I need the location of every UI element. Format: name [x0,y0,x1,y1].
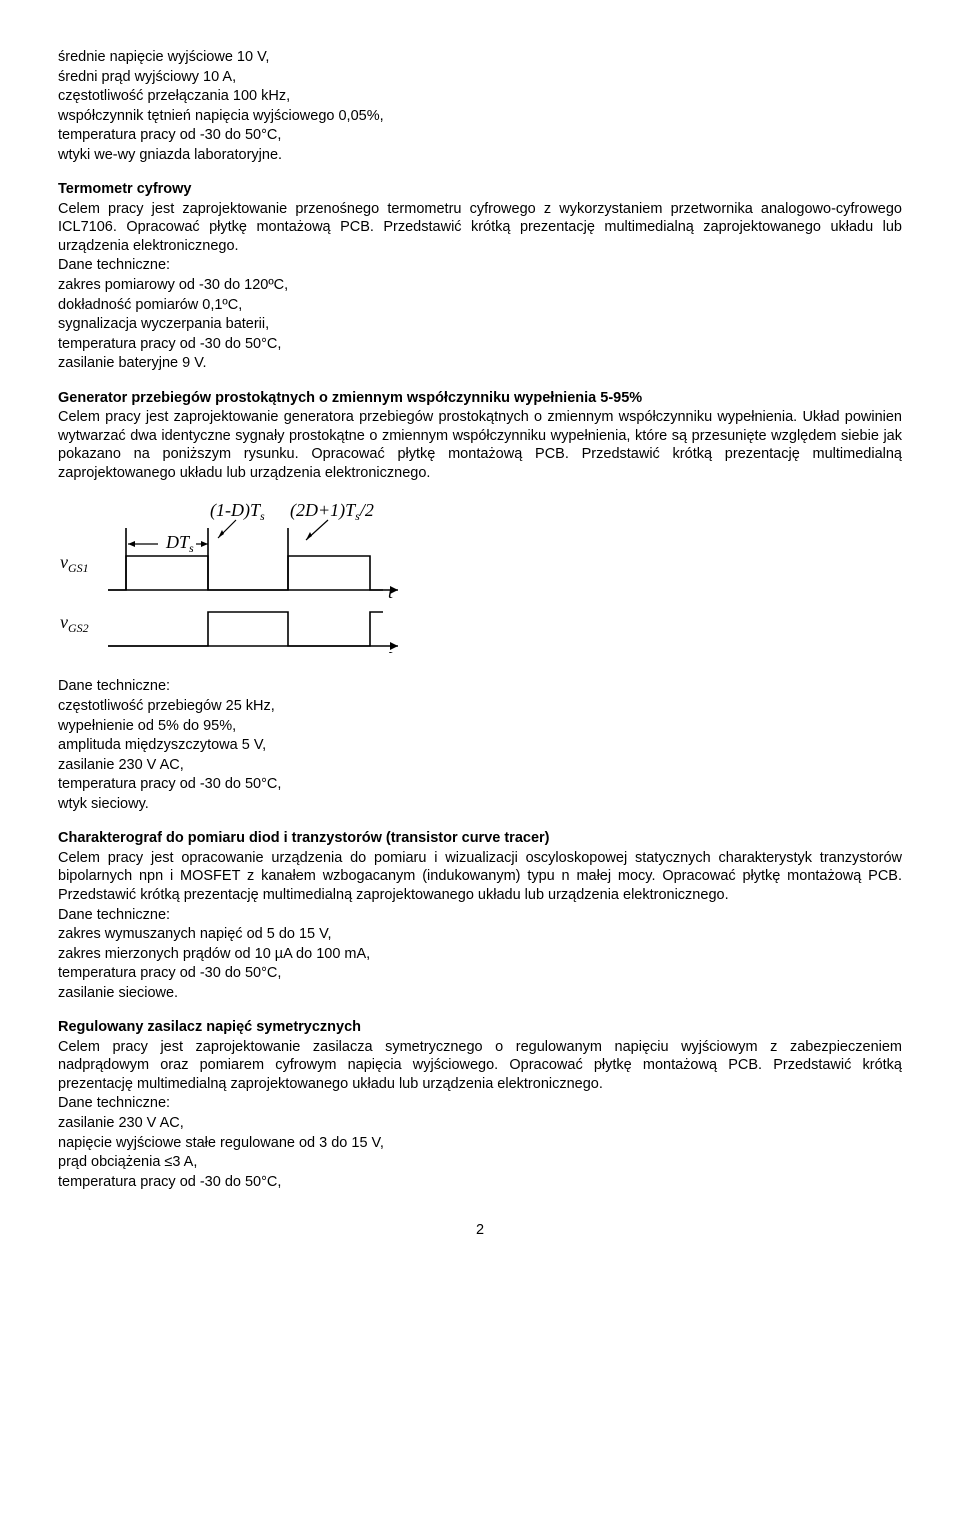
section-body: Celem pracy jest zaprojektowanie zasilac… [58,1038,902,1094]
spec-line: prąd obciążenia ≤3 A, [58,1153,902,1172]
spec-line: sygnalizacja wyczerpania baterii, [58,315,902,334]
spec-line: zasilanie 230 V AC, [58,1114,902,1133]
data-label: Dane techniczne: [58,677,902,696]
spec-line: zakres pomiarowy od -30 do 120ºC, [58,276,902,295]
spec-line: średni prąd wyjściowy 10 A, [58,68,902,87]
section-title: Charakterograf do pomiaru diod i tranzys… [58,829,902,848]
timing-diagram: (1-D)Ts (2D+1)Ts/2 DTs vGS1 vGS2 t t [58,498,902,663]
spec-line: zasilanie sieciowe. [58,984,902,1003]
section-title: Termometr cyfrowy [58,180,902,199]
data-label: Dane techniczne: [58,256,902,275]
spec-line: wtyk sieciowy. [58,795,902,814]
data-label: Dane techniczne: [58,906,902,925]
spec-line: częstotliwość przebiegów 25 kHz, [58,697,902,716]
section-charakterograf: Charakterograf do pomiaru diod i tranzys… [58,829,902,1002]
page-number: 2 [58,1221,902,1240]
svg-text:(1-D)Ts: (1-D)Ts [210,500,265,523]
spec-line: wtyki we-wy gniazda laboratoryjne. [58,146,902,165]
spec-block-continuation: średnie napięcie wyjściowe 10 V, średni … [58,48,902,164]
svg-text:DTs: DTs [165,532,194,555]
timing-diagram-svg: (1-D)Ts (2D+1)Ts/2 DTs vGS1 vGS2 t t [58,498,418,663]
spec-line: zakres wymuszanych napięć od 5 do 15 V, [58,925,902,944]
spec-line: amplituda międzyszczytowa 5 V, [58,736,902,755]
section-body: Celem pracy jest opracowanie urządzenia … [58,849,902,905]
spec-line: zakres mierzonych prądów od 10 µA do 100… [58,945,902,964]
spec-line: średnie napięcie wyjściowe 10 V, [58,48,902,67]
spec-line: napięcie wyjściowe stałe regulowane od 3… [58,1134,902,1153]
spec-line: temperatura pracy od -30 do 50°C, [58,1173,902,1192]
spec-line: wypełnienie od 5% do 95%, [58,717,902,736]
svg-text:vGS1: vGS1 [60,552,89,575]
svg-text:vGS2: vGS2 [60,612,89,635]
spec-line: temperatura pracy od -30 do 50°C, [58,335,902,354]
spec-line: zasilanie 230 V AC, [58,756,902,775]
spec-line: temperatura pracy od -30 do 50°C, [58,126,902,145]
section-title: Regulowany zasilacz napięć symetrycznych [58,1018,902,1037]
svg-text:(2D+1)Ts/2: (2D+1)Ts/2 [290,500,374,523]
data-label: Dane techniczne: [58,1094,902,1113]
spec-line: zasilanie bateryjne 9 V. [58,354,902,373]
section-body: Celem pracy jest zaprojektowanie generat… [58,408,902,482]
section-zasilacz: Regulowany zasilacz napięć symetrycznych… [58,1018,902,1191]
spec-line: temperatura pracy od -30 do 50°C, [58,964,902,983]
spec-line: współczynnik tętnień napięcia wyjścioweg… [58,107,902,126]
spec-block-generator: Dane techniczne: częstotliwość przebiegó… [58,677,902,813]
section-termometr: Termometr cyfrowy Celem pracy jest zapro… [58,180,902,372]
spec-line: częstotliwość przełączania 100 kHz, [58,87,902,106]
section-body: Celem pracy jest zaprojektowanie przenoś… [58,200,902,256]
spec-line: temperatura pracy od -30 do 50°C, [58,775,902,794]
section-generator: Generator przebiegów prostokątnych o zmi… [58,389,902,483]
spec-line: dokładność pomiarów 0,1ºC, [58,296,902,315]
section-title: Generator przebiegów prostokątnych o zmi… [58,389,902,408]
